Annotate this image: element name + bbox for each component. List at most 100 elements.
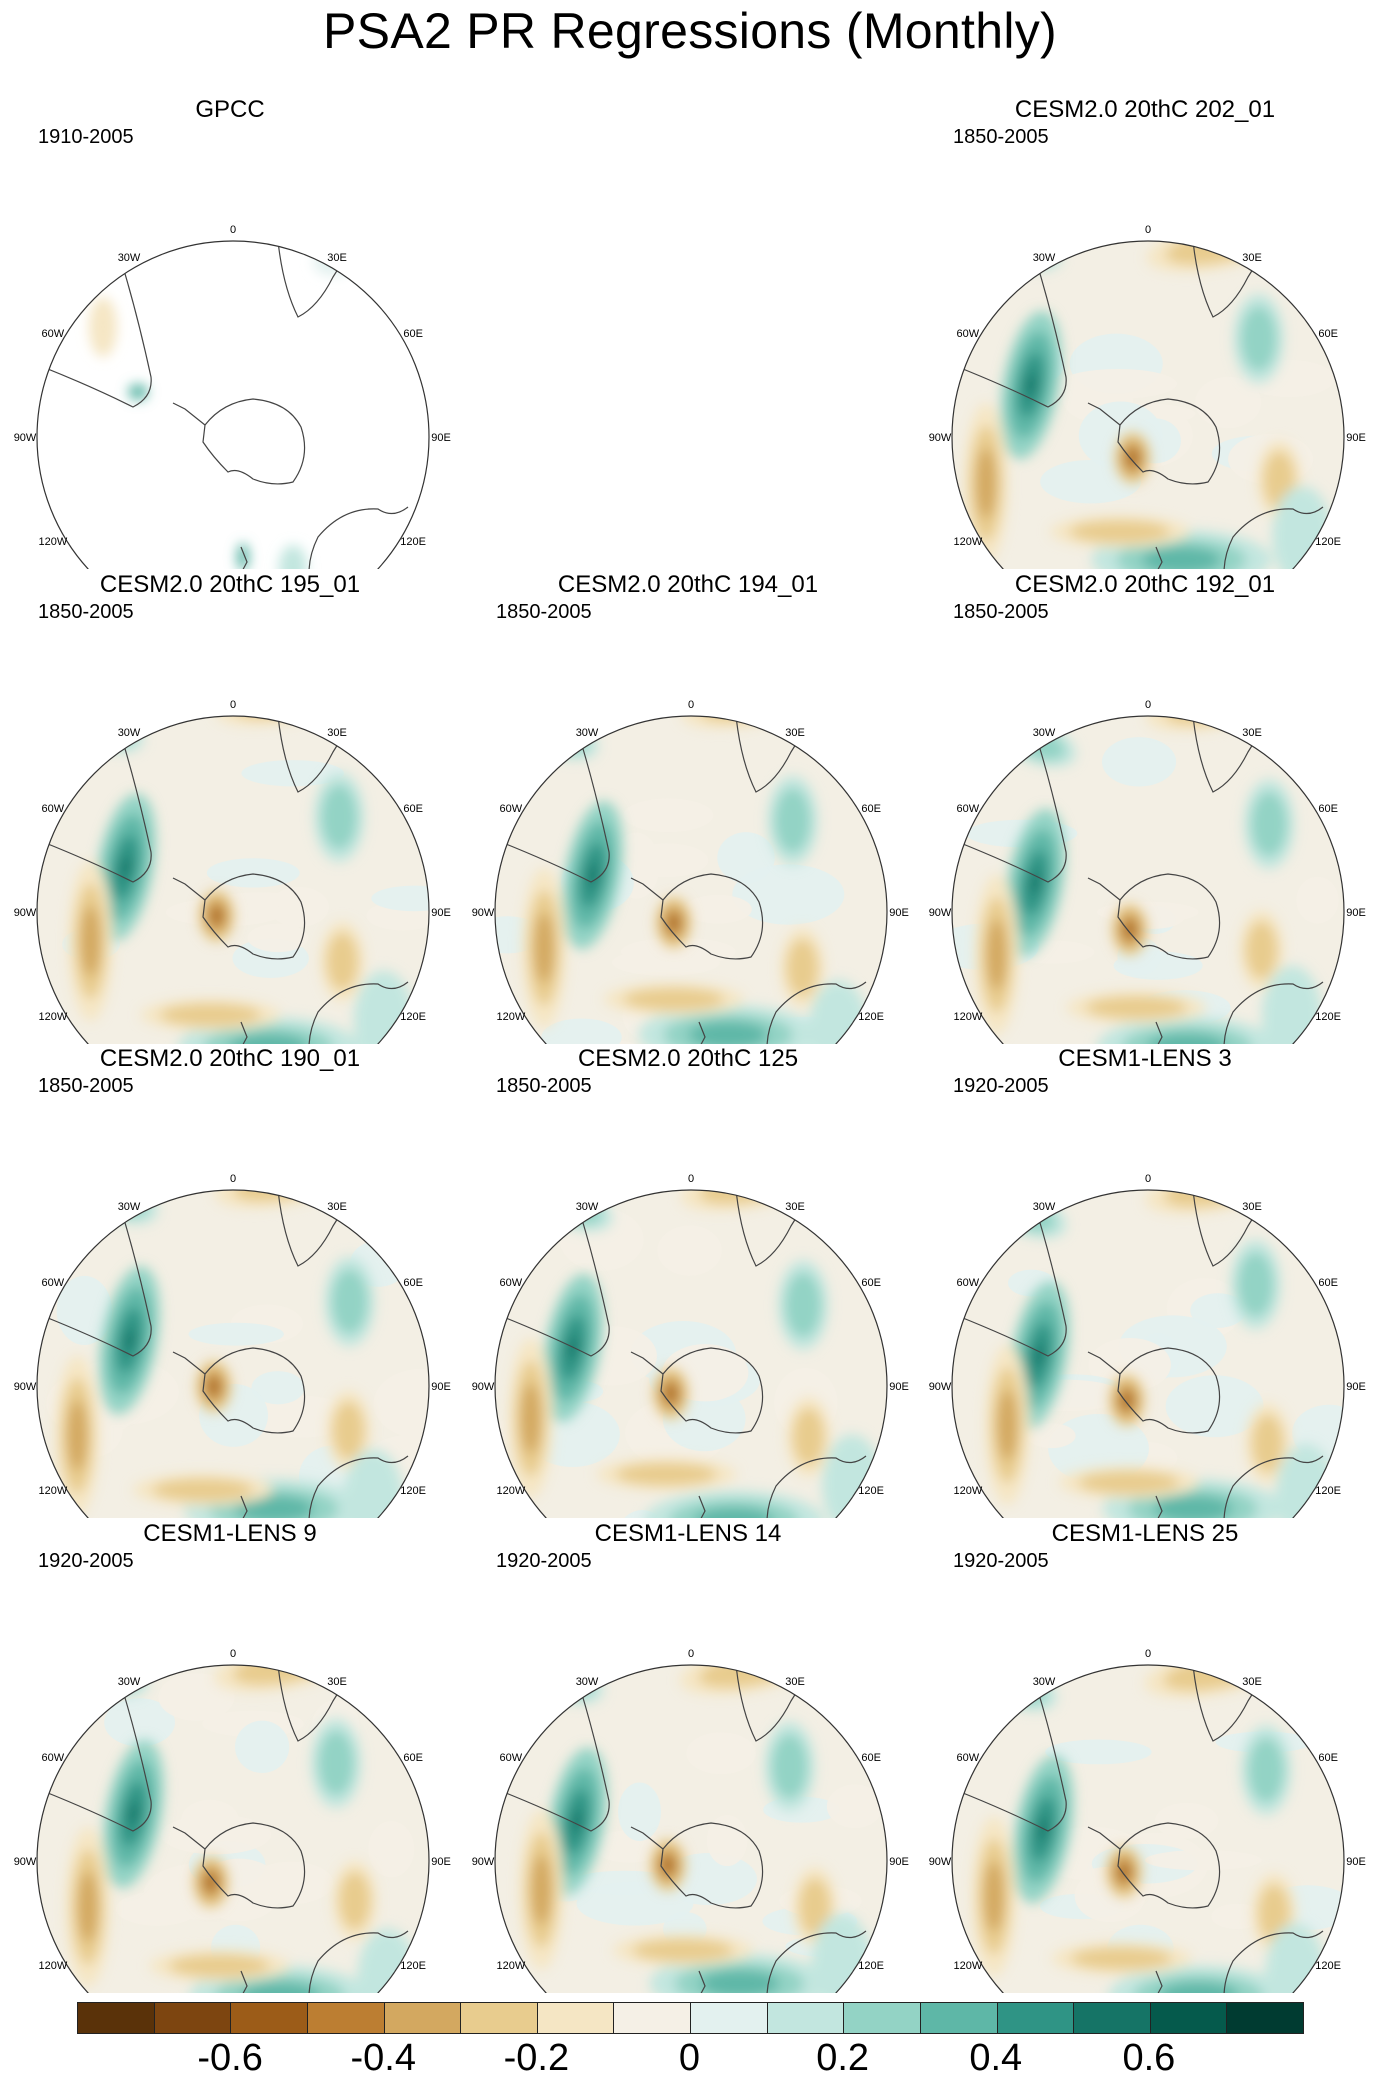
- colorbar-swatch: [997, 2003, 1075, 2033]
- longitude-label: 60E: [861, 1752, 881, 1764]
- anomaly-contour: [1240, 306, 1277, 372]
- longitude-label: 120E: [1315, 1011, 1341, 1023]
- longitude-label: 0: [688, 1648, 694, 1660]
- anomaly-contour: [1258, 1884, 1290, 1943]
- longitude-label: 90E: [889, 1856, 909, 1868]
- longitude-label: 30W: [1033, 252, 1056, 264]
- longitude-label: 0: [1145, 1648, 1151, 1660]
- panel-title: CESM1-LENS 14: [594, 1520, 782, 1547]
- anomaly-contour: [279, 545, 307, 569]
- map-panel: 030E60E90E120E150E180150W120W90W60W30WCE…: [458, 1044, 918, 1518]
- panel-period: 1850-2005: [953, 126, 1049, 148]
- anomaly-contour: [318, 1730, 355, 1796]
- longitude-label: 60W: [957, 1752, 980, 1764]
- anomaly-contour: [1237, 1252, 1274, 1317]
- anomaly-contour: [82, 1665, 138, 1690]
- anomaly-contour: [1034, 1343, 1044, 1368]
- anomaly-contour: [666, 1389, 675, 1398]
- colorbar-tick-label: -0.4: [350, 2037, 416, 2079]
- anomaly-contour: [120, 855, 131, 880]
- longitude-label: 60W: [500, 1277, 523, 1289]
- longitude-label: 0: [230, 699, 236, 711]
- polar-map: 030E60E90E120E150E180150W120W90W60W30W: [929, 1173, 1366, 1518]
- longitude-label: 30E: [327, 727, 347, 739]
- longitude-label: 120W: [953, 1960, 982, 1972]
- longitude-label: 60E: [1318, 1752, 1338, 1764]
- longitude-label: 30E: [1242, 727, 1262, 739]
- longitude-label: 60W: [957, 328, 980, 340]
- anomaly-contour: [663, 1860, 672, 1870]
- figure-title: PSA2 PR Regressions (Monthly): [323, 3, 1057, 59]
- map-panel: 030E60E90E120E150E180150W120W90W60W30WCE…: [915, 1044, 1375, 1518]
- anomaly-contour: [1119, 1867, 1128, 1877]
- longitude-label: 0: [230, 1173, 236, 1185]
- map-border: [36, 1664, 430, 1993]
- longitude-label: 90W: [472, 907, 495, 919]
- longitude-label: 90E: [431, 1856, 451, 1868]
- anomaly-contour: [1275, 1443, 1336, 1518]
- panel-period: 1920-2005: [953, 1075, 1049, 1097]
- longitude-label: 90E: [431, 432, 451, 444]
- longitude-label: 60W: [42, 328, 65, 340]
- longitude-label: 60W: [957, 803, 980, 815]
- longitude-label: 60E: [403, 1752, 423, 1764]
- map-border: [36, 1189, 430, 1518]
- map-disc: [37, 241, 429, 569]
- map-panel: 030E60E90E120E150E180150W120W90W60W30WCE…: [0, 1519, 460, 1993]
- anomaly-contour: [808, 979, 869, 1044]
- longitude-label: 90W: [14, 1856, 37, 1868]
- panel-period: 1850-2005: [38, 601, 134, 623]
- anomaly-contour: [80, 905, 101, 977]
- map-panel: 030E60E90E120E150E180150W120W90W60W30WCE…: [915, 570, 1375, 1044]
- longitude-label: 120W: [38, 1011, 67, 1023]
- map-panel: 030E60E90E120E150E180150W120W90W60W30WCE…: [915, 95, 1375, 569]
- longitude-label: 30W: [118, 1676, 141, 1688]
- longitude-label: 120E: [400, 1011, 426, 1023]
- anomaly-contour: [521, 1383, 541, 1454]
- panel-period: 1920-2005: [496, 1550, 592, 1572]
- anomaly-contour: [128, 1802, 139, 1826]
- anomaly-contour: [1069, 520, 1171, 544]
- longitude-label: 60E: [403, 803, 423, 815]
- anomaly-contour: [699, 1970, 780, 1993]
- longitude-label: 0: [1145, 1173, 1151, 1185]
- map-panel: 030E60E90E120E150E180150W120W90W60W30WCE…: [458, 570, 918, 1044]
- longitude-label: 30W: [118, 727, 141, 739]
- longitude-label: 90W: [472, 1856, 495, 1868]
- longitude-label: 30E: [785, 1676, 805, 1688]
- longitude-label: 90E: [431, 907, 451, 919]
- anomaly-contour: [239, 1982, 320, 1993]
- anomaly-contour: [168, 1954, 270, 1978]
- longitude-label: 30W: [1033, 1676, 1056, 1688]
- longitude-label: 30E: [1242, 252, 1262, 264]
- longitude-label: 120E: [400, 1960, 426, 1972]
- anomaly-contour: [1251, 1414, 1284, 1473]
- anomaly-contour: [206, 1878, 215, 1887]
- anomaly-contour: [984, 1861, 1004, 1932]
- longitude-label: 120E: [400, 536, 426, 548]
- polar-map: 030E60E90E120E150E180150W120W90W60W30W: [14, 1173, 451, 1518]
- polar-map: 030E60E90E120E150E180150W120W90W60W30W: [14, 1648, 451, 1993]
- longitude-label: 90E: [889, 1381, 909, 1393]
- anomaly-contour: [531, 1854, 552, 1925]
- anomaly-contour: [1153, 1495, 1233, 1518]
- anomaly-contour: [986, 919, 1007, 990]
- longitude-label: 120W: [953, 1011, 982, 1023]
- anomaly-contour: [997, 1389, 1017, 1461]
- anomaly-contour: [124, 1328, 135, 1353]
- longitude-label: 120E: [858, 1011, 884, 1023]
- longitude-label: 120W: [496, 1485, 525, 1497]
- colorbar-swatch: [920, 2003, 998, 2033]
- anomaly-contour: [571, 1809, 582, 1834]
- anomaly-contour: [234, 1495, 314, 1518]
- panel-period: 1910-2005: [38, 126, 134, 148]
- longitude-label: 90W: [929, 432, 952, 444]
- panel-title: CESM1-LENS 3: [1058, 1045, 1232, 1072]
- longitude-label: 120E: [858, 1960, 884, 1972]
- longitude-label: 90W: [472, 1381, 495, 1393]
- longitude-label: 0: [688, 1173, 694, 1185]
- colorbar-tick-label: -0.6: [197, 2037, 263, 2079]
- polar-map: 030E60E90E120E150E180150W120W90W60W30W: [14, 699, 451, 1044]
- longitude-label: 30E: [1242, 1201, 1262, 1213]
- map-border: [494, 715, 888, 1044]
